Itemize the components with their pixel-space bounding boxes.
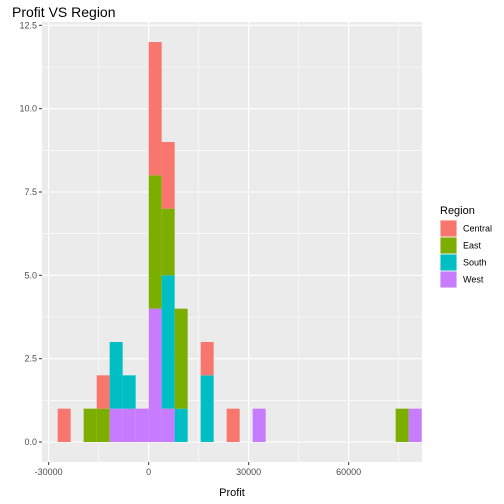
y-tick-label: 2.5 [24, 354, 37, 364]
x-tick-label: 30000 [236, 467, 261, 477]
bar-central [148, 42, 162, 176]
bar-central [200, 342, 214, 376]
legend: Region Central East South West [440, 205, 492, 288]
bar-west [122, 408, 136, 442]
axes: -30000 0 30000 60000 0.0 2.5 5.0 7.5 10.0 12.5 [19, 20, 361, 477]
legend-label-central: Central [463, 224, 492, 234]
y-tick-label: 0.0 [24, 437, 37, 447]
bar-south [109, 342, 123, 409]
x-axis-title: Profit [219, 487, 245, 499]
legend-title: Region [440, 205, 475, 217]
legend-swatch-central [440, 220, 457, 237]
legend-label-south: South [463, 258, 487, 268]
y-tick-label: 12.5 [19, 20, 37, 30]
bar-central [161, 142, 175, 209]
bar-central [96, 375, 110, 409]
bar-east [395, 408, 409, 442]
bar-west [161, 408, 175, 442]
bar-west [408, 408, 422, 442]
bar-south [161, 275, 175, 409]
bar-central [57, 408, 71, 442]
histogram-bars [57, 42, 422, 442]
bar-east [161, 208, 175, 276]
y-tick-label: 5.0 [24, 270, 37, 280]
bar-west [252, 408, 266, 442]
legend-label-east: East [463, 241, 482, 251]
legend-swatch-east [440, 237, 457, 254]
chart-title: Profit VS Region [12, 4, 116, 20]
legend-label-west: West [463, 275, 484, 285]
bar-east [96, 408, 110, 442]
bar-west [109, 408, 123, 442]
bar-west [135, 408, 149, 442]
bar-east [148, 175, 162, 309]
bar-south [200, 375, 214, 442]
bar-south [122, 375, 136, 409]
bar-south [174, 408, 188, 442]
y-tick-label: 10.0 [19, 104, 37, 114]
x-tick-label: 60000 [336, 467, 361, 477]
bar-central [226, 408, 240, 442]
bar-east [83, 408, 97, 442]
bar-east [174, 308, 188, 409]
legend-swatch-south [440, 254, 457, 271]
y-tick-label: 7.5 [24, 187, 37, 197]
bar-west [148, 308, 162, 442]
x-tick-label: -30000 [35, 467, 63, 477]
legend-swatch-west [440, 271, 457, 288]
x-tick-label: 0 [146, 467, 151, 477]
